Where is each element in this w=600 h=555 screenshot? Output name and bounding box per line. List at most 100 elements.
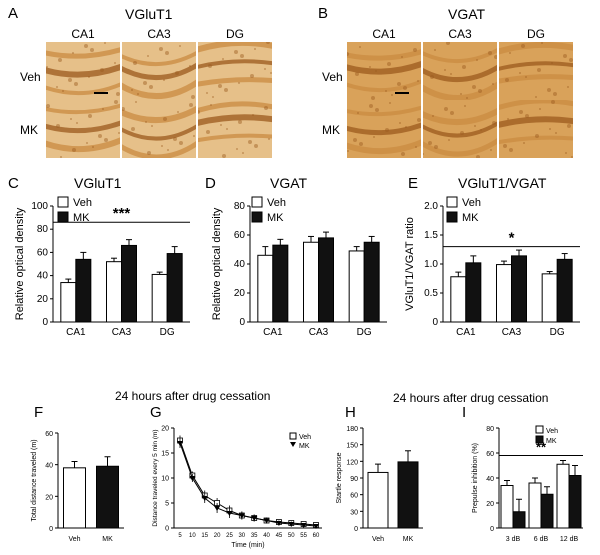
y-tick-label: 60 [37,247,49,258]
caption-right: 24 hours after drug cessation [393,391,549,405]
bar [318,237,334,323]
bar [60,282,77,323]
legend-veh-label: Veh [462,197,481,209]
y-axis-label: Relative optical density [14,207,26,320]
series-line [179,442,317,527]
x-tick-label: 60 [313,533,320,539]
x-tick-label: CA1 [456,327,476,338]
histology-tile [198,100,272,158]
legend-veh-label: Veh [73,197,92,209]
legend-mk-swatch [446,211,458,223]
histology-tile [423,100,497,158]
y-tick-label: 0 [354,526,358,533]
y-tick-label: 80 [234,201,246,212]
bar [151,273,168,323]
y-tick-label: 180 [346,426,358,433]
panel-b-row-mk: MK [322,123,340,137]
y-tick-label: 150 [346,443,358,450]
bar [63,467,86,529]
y-tick-label: 1.5 [424,230,438,241]
bar [303,241,319,323]
x-tick-label: DG [160,327,175,338]
histology-tile [46,42,120,100]
y-tick-label: 0 [432,317,438,328]
y-tick-label: 60 [350,493,358,500]
panel-b-col-ca1: CA1 [372,27,396,41]
data-point [214,506,221,511]
y-axis-label: Total distance traveled (m) [31,439,38,521]
x-tick-label: 12 dB [560,536,579,543]
x-tick-label: 10 [189,533,196,539]
bar-charts-bottom: F G H I 0 20 40 60 Total distance traveled (m) Ve… [31,404,583,549]
panel-d-title: VGAT [270,175,308,191]
bar-charts-top: C VGluT1 D VGAT E VGluT1/VGAT 0 20 40 60 80 100 Rela… [8,175,580,338]
y-tick-label: 15 [161,451,169,458]
data-point [288,522,295,527]
x-tick-label: 35 [251,533,258,539]
x-tick-label: Veh [372,536,384,543]
significance-marker: * [509,230,515,247]
panel-g-label: G [150,404,162,421]
y-tick-label: 20 [486,501,494,508]
panel-a-col-dg: DG [226,27,244,41]
bar [75,258,92,323]
y-tick-label: 80 [486,426,494,433]
panel-e-title: VGluT1/VGAT [458,175,547,191]
significance-marker: *** [113,205,131,222]
panel-c-label: C [8,175,19,192]
histology-tile [423,42,497,100]
y-tick-label: 100 [31,201,48,212]
y-tick-label: 10 [161,476,169,483]
histology-tile [46,100,120,158]
bar [121,244,137,323]
y-axis-label: Startle response [336,452,343,503]
panel-a-col-ca1: CA1 [71,27,95,41]
data-point [201,496,208,501]
bar [500,485,514,529]
x-tick-label: 6 dB [534,536,549,543]
panel-b-label: B [318,5,329,22]
legend-mk-label: MK [267,212,284,224]
y-tick-label: 120 [346,459,358,466]
x-tick-label: 3 dB [506,536,521,543]
bar [166,253,183,323]
y-axis-label: Relative optical density [211,207,223,320]
x-tick-label: Veh [68,536,80,543]
legend-veh-swatch [289,432,297,440]
y-tick-label: 90 [350,476,358,483]
bar [512,511,526,529]
x-tick-label: MK [403,536,414,543]
panel-h-label: H [345,404,356,421]
legend-veh-label: Veh [267,197,286,209]
x-tick-label: CA1 [263,327,283,338]
legend-mk-label: MK [299,443,310,450]
x-tick-label: 55 [300,533,307,539]
legend-veh-swatch [446,196,458,208]
histology-tile [499,100,573,158]
significance-marker: ** [536,440,547,455]
y-tick-label: 20 [234,288,246,299]
legend-mk-label: MK [546,438,557,445]
panel-f-label: F [34,404,43,421]
bar [465,262,482,323]
y-tick-label: 0 [49,526,53,533]
bar [511,255,527,323]
x-tick-label: 20 [214,533,221,539]
data-point [263,518,270,524]
y-tick-label: 0.5 [424,288,438,299]
histology-tile [198,42,272,100]
legend-mk-swatch [57,211,69,223]
histology-tile [347,100,421,158]
data-point [189,476,196,481]
bar [450,276,467,323]
bar [540,493,554,529]
y-tick-label: 2.0 [424,201,438,212]
panel-b-col-ca3: CA3 [448,27,472,41]
y-tick-label: 0 [165,526,169,533]
y-tick-label: 30 [350,509,358,516]
y-axis-label: Distance traveled every 5 min (m) [152,429,159,526]
y-axis-label: VGluT1/VGAT ratio [404,217,416,311]
legend-veh-swatch [57,196,69,208]
bar [96,465,119,529]
bar [106,261,122,323]
